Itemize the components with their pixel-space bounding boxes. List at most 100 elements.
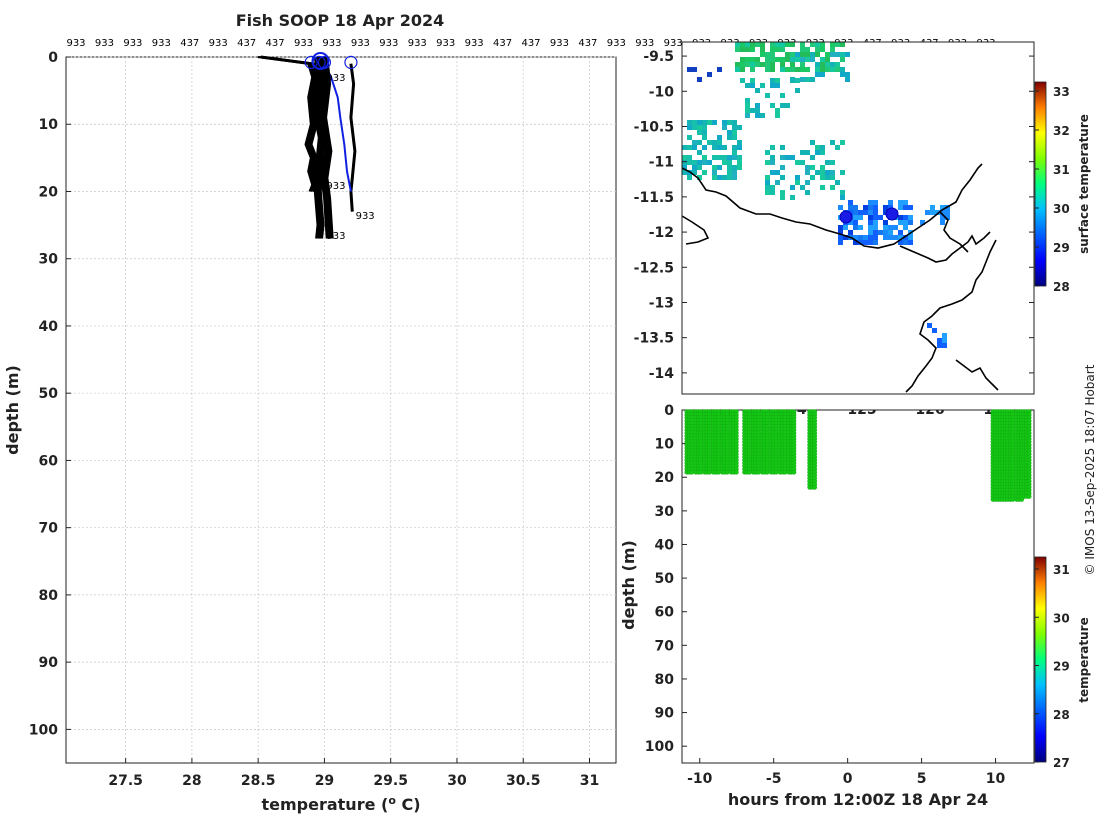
sst-cell xyxy=(682,155,687,160)
sst-cell xyxy=(800,47,805,52)
sst-cell xyxy=(805,47,810,52)
sst-cell xyxy=(888,200,893,205)
sst-cell xyxy=(732,130,737,135)
sst-cell xyxy=(903,205,908,210)
profile-band-line xyxy=(322,56,331,239)
sst-cell xyxy=(707,72,712,77)
profile-band-line xyxy=(312,56,320,239)
sst-cell xyxy=(838,235,843,240)
sst-cell xyxy=(745,47,750,52)
sst-cell xyxy=(770,83,775,88)
sst-cell xyxy=(903,240,908,245)
depth-time-y-tick-label: 70 xyxy=(655,638,675,654)
sst-cell xyxy=(945,210,950,215)
sst-cell xyxy=(805,52,810,57)
sst-cell xyxy=(903,235,908,240)
sst-cell xyxy=(848,220,853,225)
sst-cell xyxy=(722,155,727,160)
sst-cell xyxy=(800,42,805,47)
y-tick-label: 0 xyxy=(48,50,58,66)
sst-cell xyxy=(930,205,935,210)
sst-cell xyxy=(843,235,848,240)
sst-cell xyxy=(840,67,845,72)
sst-cell xyxy=(692,125,697,130)
credit-text: © IMOS 13-Sep-2025 18:07 Hobart xyxy=(1083,364,1097,575)
sst-cell xyxy=(830,62,835,67)
sst-cell xyxy=(760,113,765,118)
profile-markers xyxy=(304,52,358,71)
coast-west xyxy=(682,215,710,245)
profile-series xyxy=(257,55,357,239)
sst-cell xyxy=(702,155,707,160)
sst-cell xyxy=(770,47,775,52)
sst-cell xyxy=(712,155,717,160)
sst-cell xyxy=(750,78,755,83)
profile-start-marker xyxy=(344,55,358,69)
sst-cell xyxy=(712,140,717,145)
top-label: 933 xyxy=(465,38,484,49)
sst-cell xyxy=(717,155,722,160)
sst-cell xyxy=(800,67,805,72)
sst-cell xyxy=(800,185,805,190)
sst-cell xyxy=(853,225,858,230)
sst-cell xyxy=(898,235,903,240)
sst-cell xyxy=(838,225,843,230)
sst-cell xyxy=(717,145,722,150)
sst-cell xyxy=(755,57,760,62)
sst-cell xyxy=(858,210,863,215)
profile-band-line xyxy=(320,56,330,239)
sst-cell xyxy=(707,120,712,125)
sst-cell xyxy=(790,57,795,62)
sst-cell xyxy=(737,165,742,170)
sst-cell xyxy=(815,170,820,175)
sst-cell xyxy=(785,103,790,108)
sst-cell xyxy=(732,175,737,180)
sst-cell xyxy=(712,120,717,125)
map-y-tick-label: -13.5 xyxy=(634,331,674,347)
sst-cell xyxy=(737,140,742,145)
depth-time-x-tick-label: 10 xyxy=(986,771,1006,787)
sst-cell xyxy=(795,78,800,83)
top-label: 933 xyxy=(66,38,85,49)
sst-cell xyxy=(845,52,850,57)
sst-cell xyxy=(935,210,940,215)
sst-cell xyxy=(775,83,780,88)
sst-cell xyxy=(745,62,750,67)
sst-cell xyxy=(785,57,790,62)
profile-start-marker xyxy=(304,55,318,69)
temperature-colorbar: 31 30 29 28 27 temperature xyxy=(1034,556,1091,770)
coast-island xyxy=(955,359,999,391)
sst-cell xyxy=(898,205,903,210)
sst-cell xyxy=(835,180,840,185)
sst-cell xyxy=(692,67,697,72)
sst-cell xyxy=(737,125,742,130)
colorbar-tick-label: 32 xyxy=(1053,124,1070,138)
sst-cell xyxy=(810,175,815,180)
sst-cell xyxy=(863,205,868,210)
sst-cell xyxy=(888,235,893,240)
sst-cell xyxy=(732,145,737,150)
profile-x-label: temperature (o C) xyxy=(261,794,420,814)
sst-cell xyxy=(755,42,760,47)
y-tick-label: 80 xyxy=(39,588,59,604)
sst-cell xyxy=(868,230,873,235)
sst-cell xyxy=(805,67,810,72)
sst-cell xyxy=(898,215,903,220)
sst-cell xyxy=(727,170,732,175)
sst-cell xyxy=(820,62,825,67)
sst-cell xyxy=(765,67,770,72)
sst-cell xyxy=(898,220,903,225)
sst-cell xyxy=(775,113,780,118)
top-label: 933 xyxy=(209,38,228,49)
track-points xyxy=(839,207,899,224)
sst-cell xyxy=(883,220,888,225)
profile-band-line xyxy=(325,56,334,239)
sst-cell xyxy=(740,47,745,52)
sst-cell xyxy=(805,77,810,82)
sst-cell xyxy=(840,190,845,195)
sst-cell xyxy=(760,47,765,52)
sst-cell xyxy=(780,47,785,52)
sst-cell xyxy=(697,165,702,170)
profile-band-line xyxy=(257,56,314,192)
sst-cell xyxy=(687,155,692,160)
